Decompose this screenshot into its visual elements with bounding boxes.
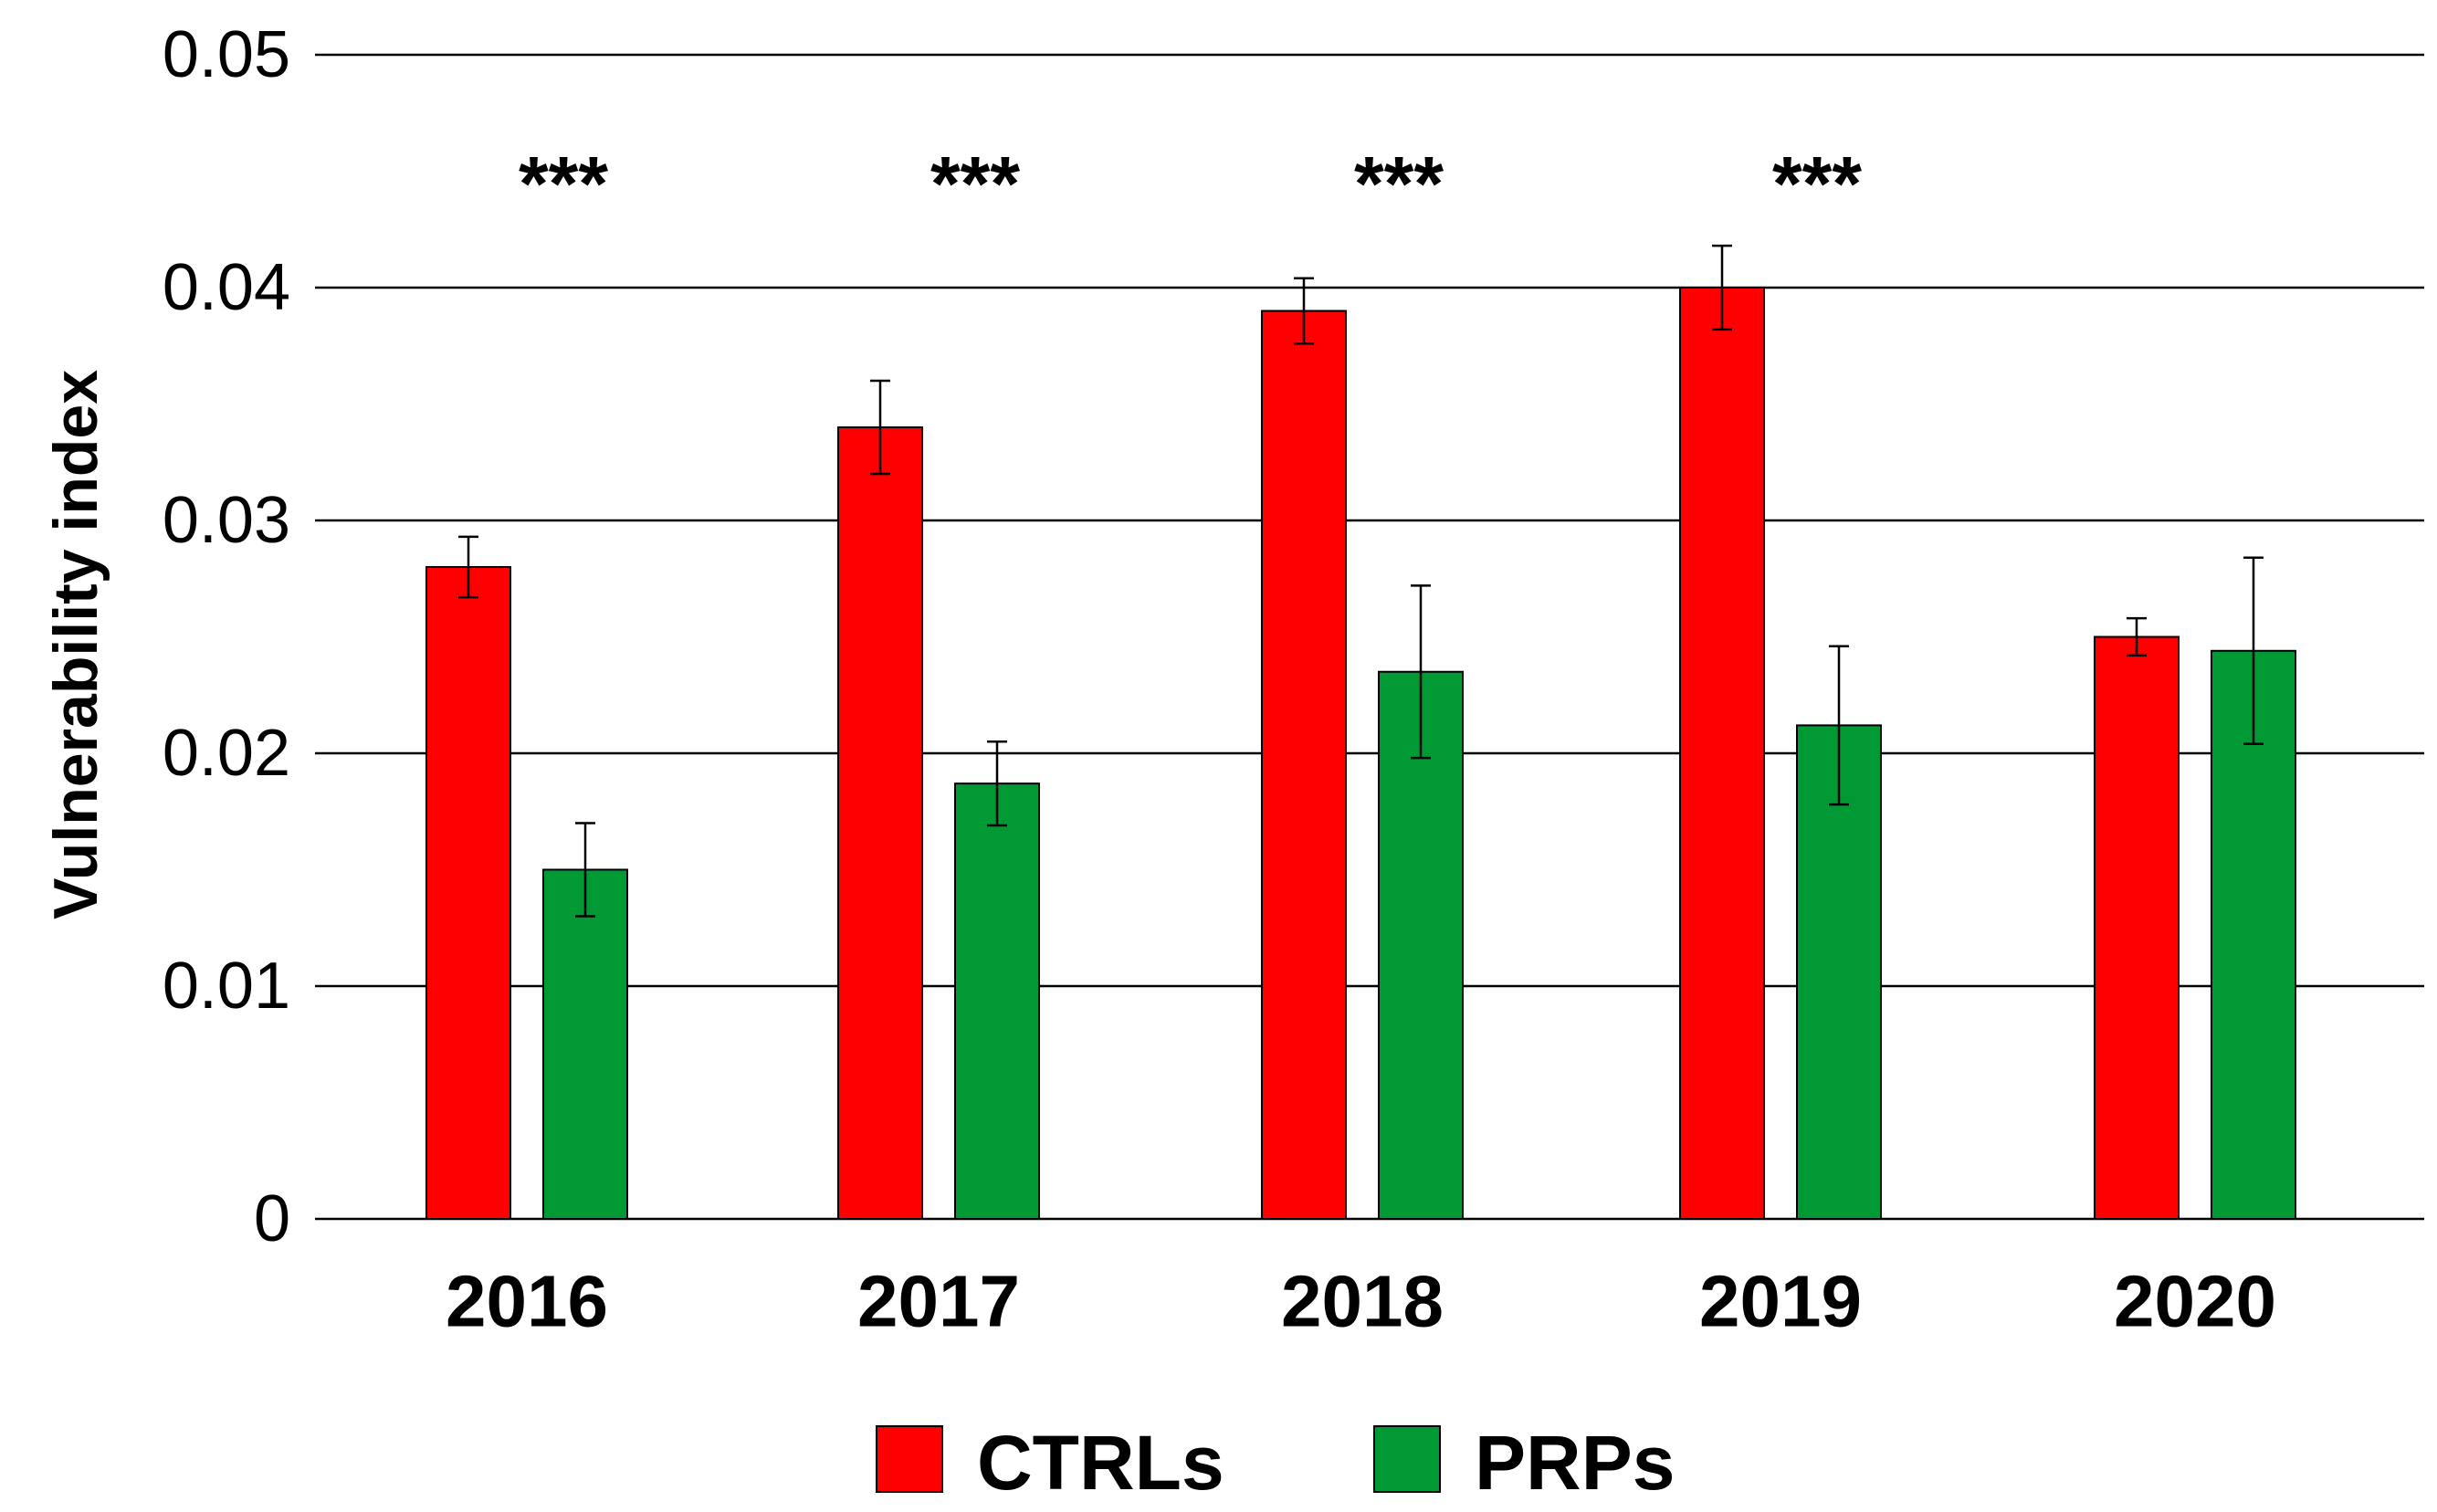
legend-label-prps: PRPs bbox=[1475, 1420, 1675, 1506]
y-tick-label: 0.04 bbox=[163, 251, 290, 324]
bar-ctrls-2016 bbox=[425, 566, 511, 1220]
y-tick-label: 0.01 bbox=[163, 950, 290, 1023]
significance-stars: *** bbox=[1772, 141, 1862, 226]
bar-ctrls-2018 bbox=[1261, 310, 1347, 1220]
bar-ctrls-2017 bbox=[837, 426, 923, 1220]
bar-prps-2020 bbox=[2211, 649, 2296, 1220]
bar-prps-2019 bbox=[1796, 724, 1882, 1220]
legend-swatch-ctrls bbox=[876, 1425, 943, 1493]
y-tick-label: 0.05 bbox=[163, 18, 290, 91]
y-tick-label: 0.02 bbox=[163, 717, 290, 790]
y-tick-label: 0 bbox=[254, 1182, 290, 1255]
y-axis-tick-labels: 0 0.01 0.02 0.03 0.04 0.05 bbox=[163, 18, 290, 1255]
bar-prps-2017 bbox=[954, 782, 1040, 1221]
bars bbox=[425, 244, 2296, 1221]
significance-annotations: *** *** *** *** bbox=[519, 141, 1862, 226]
x-tick-label-2020: 2020 bbox=[2114, 1261, 2276, 1342]
x-tick-label-2018: 2018 bbox=[1281, 1261, 1444, 1342]
y-tick-label: 0.03 bbox=[163, 484, 290, 557]
bar-prps-2016 bbox=[542, 868, 628, 1220]
x-axis-category-labels: 2016 2017 2018 2019 2020 bbox=[446, 1261, 2276, 1342]
significance-stars: *** bbox=[519, 141, 608, 226]
bar-prps-2018 bbox=[1378, 670, 1464, 1220]
x-tick-label-2019: 2019 bbox=[1699, 1261, 1862, 1342]
x-tick-label-2017: 2017 bbox=[857, 1261, 1020, 1342]
bar-ctrls-2020 bbox=[2094, 635, 2180, 1220]
legend: CTRLs PRPs bbox=[876, 1420, 1675, 1506]
legend-label-ctrls: CTRLs bbox=[977, 1420, 1224, 1506]
x-tick-label-2016: 2016 bbox=[446, 1261, 608, 1342]
legend-swatch-prps bbox=[1373, 1425, 1441, 1493]
significance-stars: *** bbox=[1354, 141, 1444, 226]
significance-stars: *** bbox=[930, 141, 1020, 226]
gridlines bbox=[315, 53, 2424, 1221]
y-axis-label: Vulnerability index bbox=[41, 370, 110, 919]
bar-ctrls-2019 bbox=[1679, 287, 1765, 1220]
